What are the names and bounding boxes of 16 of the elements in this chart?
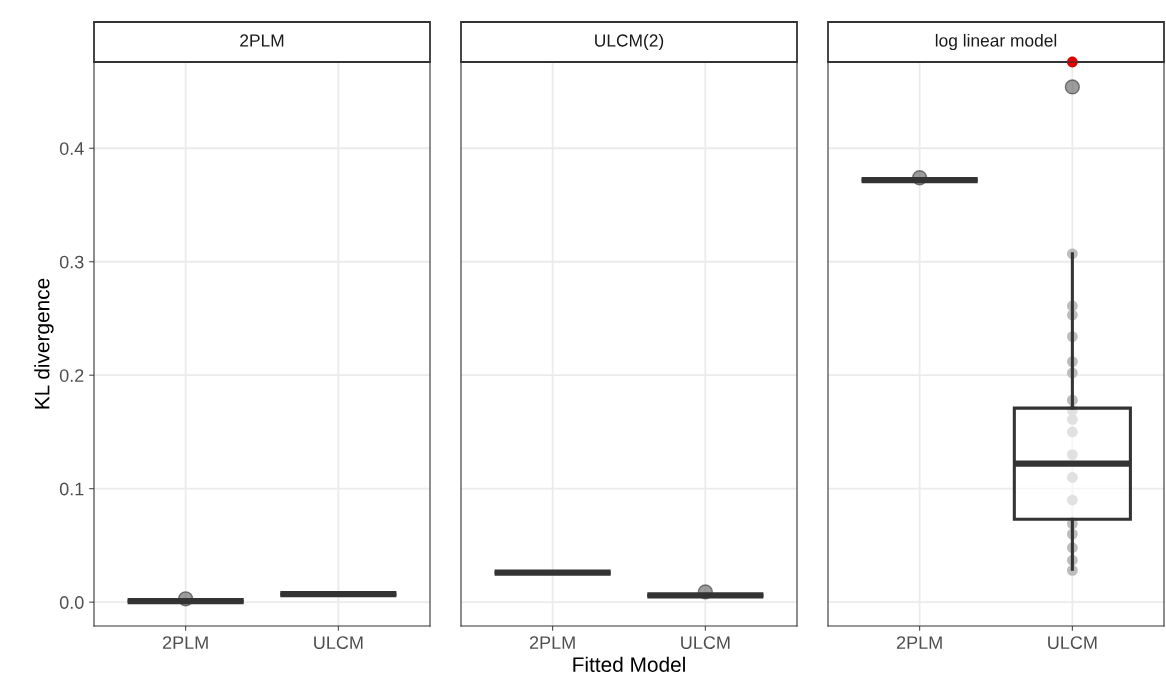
y-axis-title: KL divergence: [34, 278, 54, 409]
chart-title: ULCM(2): [595, 33, 664, 51]
x-tick-label: ULCM: [1048, 636, 1097, 649]
x-tick-label: ULCM: [314, 636, 363, 649]
chart-title: 2PLM: [240, 34, 284, 47]
x-tick-label: 2PLM: [162, 636, 208, 649]
x-tick-label: 2PLM: [896, 636, 942, 649]
y-tick-label: 0.3: [59, 255, 84, 269]
x-tick-label: 2PLM: [529, 636, 575, 649]
y-tick-label: 0.1: [59, 482, 84, 496]
chart-title: log linear model: [935, 33, 1057, 51]
y-tick-label: 0.4: [59, 142, 84, 155]
y-tick-label: 0.0: [59, 596, 84, 609]
y-tick-label: 0.2: [59, 369, 84, 382]
x-tick-label: ULCM: [681, 636, 730, 649]
x-axis-title: Fitted Model: [573, 656, 685, 673]
